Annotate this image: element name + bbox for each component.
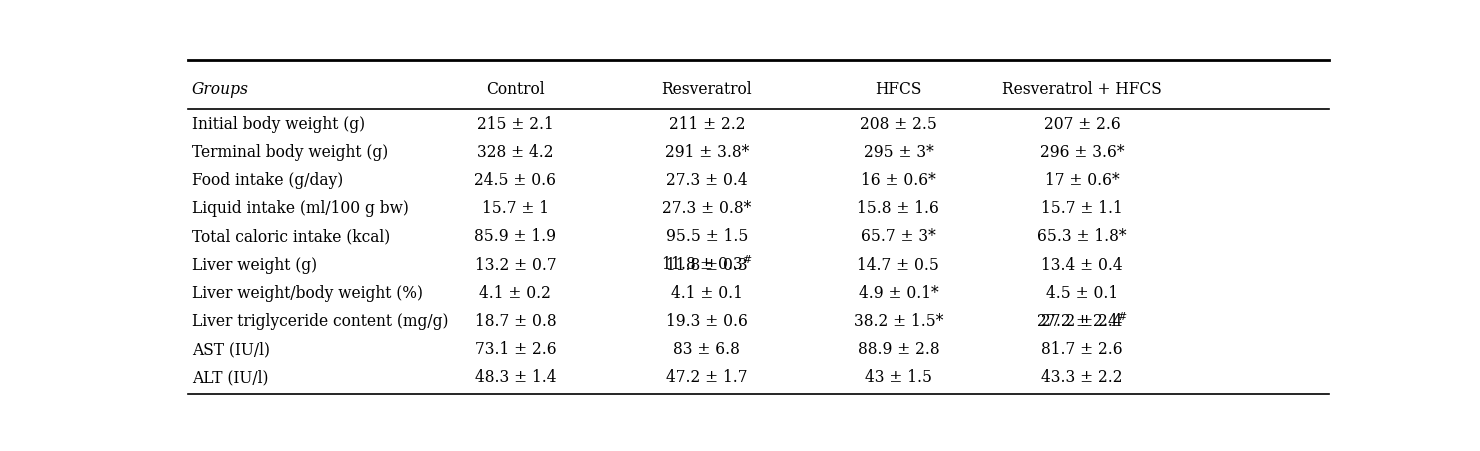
Text: 4.5 ± 0.1: 4.5 ± 0.1: [1046, 284, 1117, 301]
Text: AST (IU/l): AST (IU/l): [192, 341, 269, 357]
Text: Liver weight (g): Liver weight (g): [192, 256, 317, 273]
Text: 17 ± 0.6*: 17 ± 0.6*: [1045, 172, 1119, 189]
Text: 11.8 ± 0.3$^{\#}$: 11.8 ± 0.3$^{\#}$: [662, 255, 753, 274]
Text: 95.5 ± 1.5: 95.5 ± 1.5: [666, 228, 747, 245]
Text: 18.7 ± 0.8: 18.7 ± 0.8: [475, 312, 556, 329]
Text: 43 ± 1.5: 43 ± 1.5: [864, 368, 932, 386]
Text: 27.3 ± 0.8*: 27.3 ± 0.8*: [662, 200, 752, 217]
Text: 4.9 ± 0.1*: 4.9 ± 0.1*: [858, 284, 938, 301]
Text: Liver weight/body weight (%): Liver weight/body weight (%): [192, 284, 423, 301]
Text: 27.2 ± 2.4$^{\#}$: 27.2 ± 2.4$^{\#}$: [1036, 311, 1128, 330]
Text: 4.1 ± 0.1: 4.1 ± 0.1: [670, 284, 743, 301]
Text: 47.2 ± 1.7: 47.2 ± 1.7: [666, 368, 747, 386]
Text: 43.3 ± 2.2: 43.3 ± 2.2: [1042, 368, 1123, 386]
Text: 296 ± 3.6*: 296 ± 3.6*: [1040, 144, 1125, 161]
Text: 15.8 ± 1.6: 15.8 ± 1.6: [857, 200, 940, 217]
Text: 13.2 ± 0.7: 13.2 ± 0.7: [475, 256, 556, 273]
Text: 207 ± 2.6: 207 ± 2.6: [1043, 115, 1120, 133]
Text: 15.7 ± 1.1: 15.7 ± 1.1: [1040, 200, 1123, 217]
Text: Terminal body weight (g): Terminal body weight (g): [192, 144, 388, 161]
Text: Liquid intake (ml/100 g bw): Liquid intake (ml/100 g bw): [192, 200, 408, 217]
Text: 38.2 ± 1.5*: 38.2 ± 1.5*: [854, 312, 943, 329]
Text: Resveratrol + HFCS: Resveratrol + HFCS: [1002, 81, 1162, 97]
Text: Groups: Groups: [192, 81, 249, 97]
Text: 4.1 ± 0.2: 4.1 ± 0.2: [480, 284, 551, 301]
Text: Initial body weight (g): Initial body weight (g): [192, 115, 366, 133]
Text: 85.9 ± 1.9: 85.9 ± 1.9: [474, 228, 556, 245]
Text: Food intake (g/day): Food intake (g/day): [192, 172, 343, 189]
Text: 27.3 ± 0.4: 27.3 ± 0.4: [666, 172, 747, 189]
Text: 291 ± 3.8*: 291 ± 3.8*: [665, 144, 749, 161]
Text: 27.2 ± 2.4: 27.2 ± 2.4: [1042, 312, 1123, 329]
Text: 73.1 ± 2.6: 73.1 ± 2.6: [475, 341, 556, 357]
Text: 208 ± 2.5: 208 ± 2.5: [860, 115, 937, 133]
Text: 48.3 ± 1.4: 48.3 ± 1.4: [475, 368, 556, 386]
Text: 65.3 ± 1.8*: 65.3 ± 1.8*: [1037, 228, 1126, 245]
Text: 83 ± 6.8: 83 ± 6.8: [673, 341, 740, 357]
Text: 328 ± 4.2: 328 ± 4.2: [477, 144, 554, 161]
Text: 65.7 ± 3*: 65.7 ± 3*: [861, 228, 935, 245]
Text: 11.8 ± 0.3: 11.8 ± 0.3: [666, 256, 747, 273]
Text: 81.7 ± 2.6: 81.7 ± 2.6: [1040, 341, 1123, 357]
Text: 215 ± 2.1: 215 ± 2.1: [477, 115, 554, 133]
Text: Control: Control: [485, 81, 545, 97]
Text: Liver triglyceride content (mg/g): Liver triglyceride content (mg/g): [192, 312, 448, 329]
Text: 13.4 ± 0.4: 13.4 ± 0.4: [1040, 256, 1123, 273]
Text: 16 ± 0.6*: 16 ± 0.6*: [861, 172, 935, 189]
Text: 15.7 ± 1: 15.7 ± 1: [482, 200, 549, 217]
Text: 295 ± 3*: 295 ± 3*: [863, 144, 934, 161]
Text: HFCS: HFCS: [875, 81, 922, 97]
Text: ALT (IU/l): ALT (IU/l): [192, 368, 268, 386]
Text: Resveratrol: Resveratrol: [662, 81, 752, 97]
Text: Total caloric intake (kcal): Total caloric intake (kcal): [192, 228, 391, 245]
Text: 19.3 ± 0.6: 19.3 ± 0.6: [666, 312, 747, 329]
Text: 14.7 ± 0.5: 14.7 ± 0.5: [857, 256, 940, 273]
Text: 24.5 ± 0.6: 24.5 ± 0.6: [474, 172, 556, 189]
Text: 88.9 ± 2.8: 88.9 ± 2.8: [857, 341, 940, 357]
Text: 211 ± 2.2: 211 ± 2.2: [669, 115, 744, 133]
